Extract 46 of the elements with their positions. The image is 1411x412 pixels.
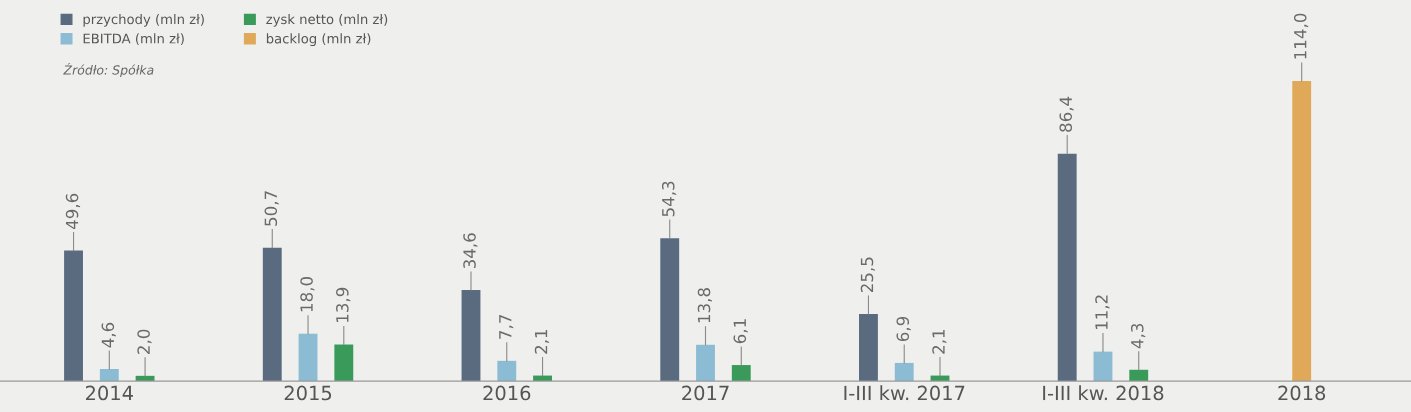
x-tick-label: 2015 [284,385,332,401]
legend-label: EBITDA (mln zł) [83,33,184,46]
x-tick-label: 2016 [483,385,531,401]
data-label: 34,6 [463,233,478,269]
data-label: 86,4 [1059,96,1074,132]
bar [731,365,751,382]
data-label: 7,7 [499,315,514,339]
data-label: 54,3 [661,181,677,217]
x-tick-label: I-III kw. 2017 [844,385,965,401]
bar [894,362,914,382]
legend-label: przychody (mln zł) [83,13,204,27]
bar [99,368,119,382]
data-label: 49,6 [65,193,81,230]
legend-label: backlog (mln zł) [266,33,371,47]
bar [334,344,354,382]
bar [1093,351,1113,382]
bar [497,360,517,382]
x-tick-label: 2014 [85,385,133,401]
x-tick-label: 2018 [1278,385,1326,401]
bar [859,313,878,382]
data-label: 2,1 [932,329,947,354]
data-label: 4,6 [101,322,116,348]
x-tick-label: I-III kw. 2018 [1043,385,1164,401]
data-label: 6,9 [896,316,911,342]
data-label: 2,1 [534,329,550,354]
data-label: 11,2 [1095,295,1110,330]
bar [262,247,282,382]
text: Źródło: Spółka [63,62,154,78]
bar [461,290,481,382]
data-label: 4,3 [1130,323,1146,349]
data-label: 13,9 [336,287,351,322]
data-label: 13,8 [697,288,713,323]
bar [298,333,318,382]
bar [696,344,715,382]
bar [64,250,83,382]
bar [1057,153,1077,382]
legend-label: zysk netto (mln zł) [266,13,388,27]
data-label: 50,7 [264,191,279,226]
data-label: 25,5 [860,257,875,293]
bar [660,238,680,382]
data-label: 2,0 [137,329,152,354]
data-label: 18,0 [300,277,315,312]
data-label: 114,0 [1293,13,1309,59]
data-label: 6,1 [733,319,748,344]
x-tick-label: 2017 [682,385,729,401]
bar [1292,81,1312,382]
